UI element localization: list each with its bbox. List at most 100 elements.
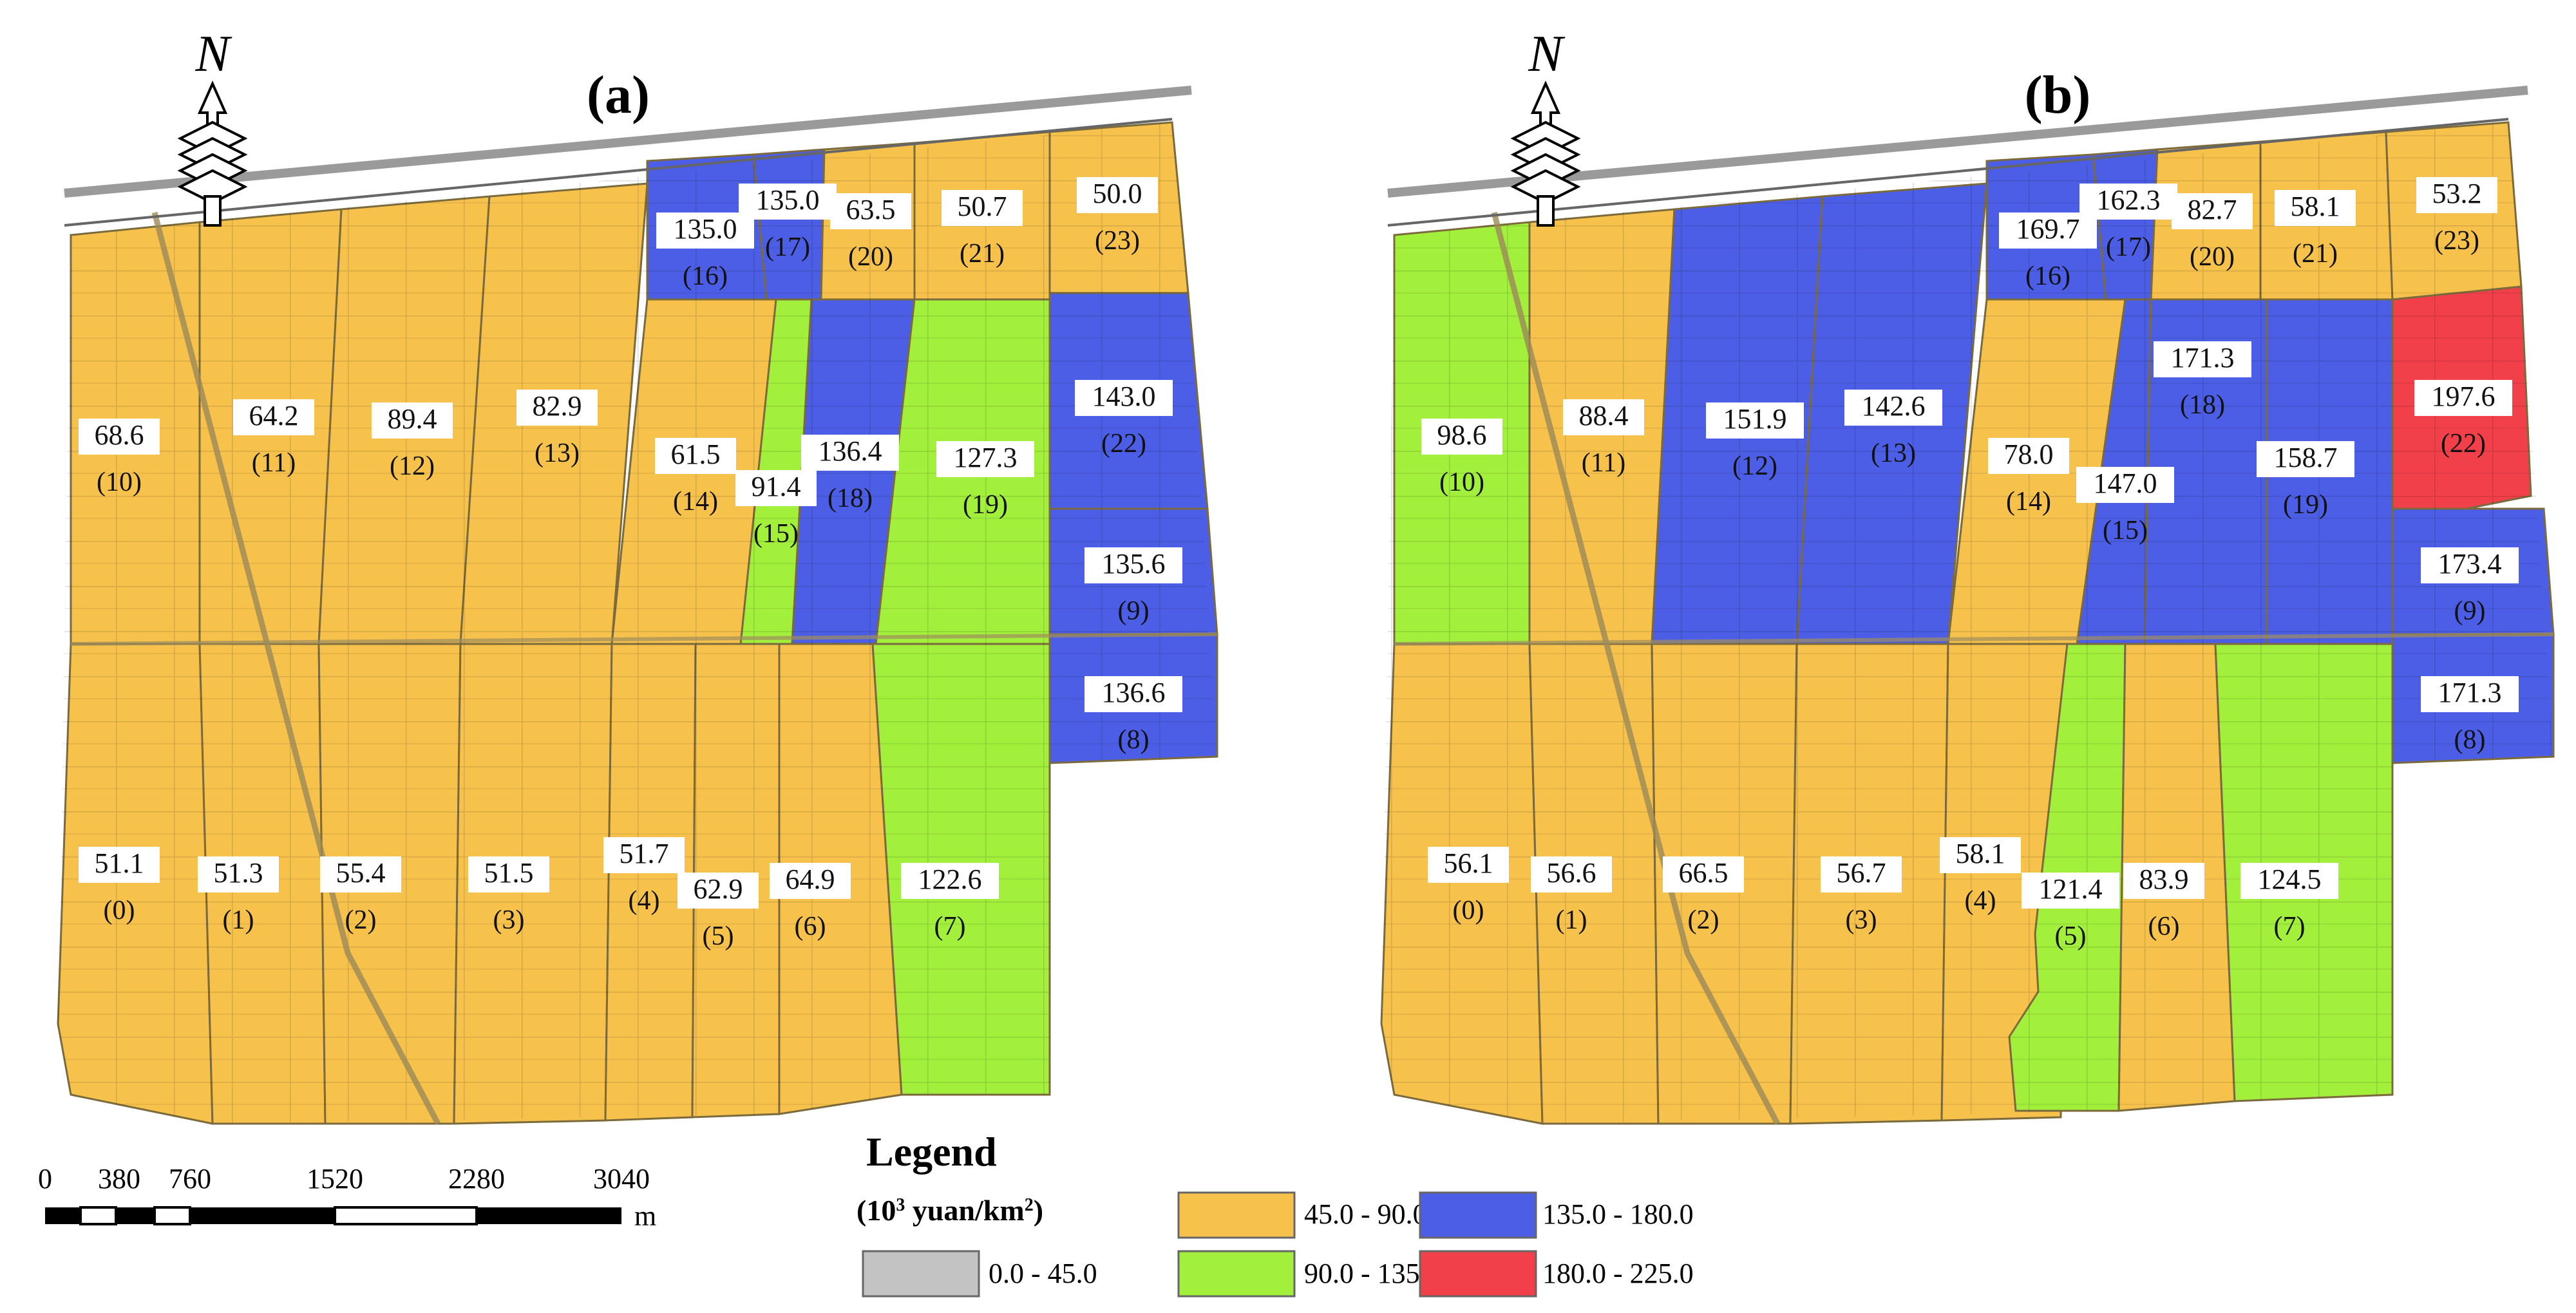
north-arrow-icon: N	[1510, 26, 1581, 227]
zone-id: (15)	[753, 519, 799, 549]
zone-id: (1)	[223, 905, 254, 935]
zone-id: (9)	[1118, 596, 1150, 626]
zone-id: (0)	[104, 896, 135, 925]
zone-value: 98.6	[1437, 419, 1487, 451]
zone-id: (20)	[2190, 242, 2235, 272]
zone-value-box	[1821, 856, 1902, 893]
legend-swatch-4	[1419, 1250, 1537, 1298]
diagonal-road-b	[1491, 211, 1780, 1126]
svg-text:N: N	[194, 26, 232, 82]
zone-id: (10)	[97, 468, 142, 497]
zone-id: (7)	[934, 912, 966, 941]
zone-value-box	[2421, 547, 2519, 583]
zone-id: (14)	[673, 487, 718, 516]
zone-id: (1)	[1556, 905, 1587, 935]
zone-value: 56.1	[1444, 847, 1493, 879]
zone-value: 91.4	[752, 471, 801, 502]
zone-id: (2)	[1688, 905, 1719, 935]
zone-value: 50.0	[1093, 178, 1142, 209]
zone-value: 51.7	[620, 838, 669, 869]
legend-swatch-3	[1419, 1191, 1537, 1239]
zone-value-box	[2079, 184, 2177, 220]
zone-value-box	[801, 435, 899, 471]
legend-unit: (103 yuan/km2)	[857, 1194, 1043, 1227]
zone-id: (10)	[1439, 468, 1484, 497]
zone-id: (21)	[960, 239, 1005, 269]
middle-road-b	[1394, 632, 2554, 646]
zone-id: (2)	[345, 905, 377, 935]
zone-id: (16)	[2025, 261, 2070, 291]
zone-id: (12)	[1732, 451, 1777, 481]
map-panel-a: (a) N 51.1 (0) 51.3 (1) 55.4 (2) 51.5 (3) 51.7 (4…	[57, 26, 1218, 1126]
zone-value-box	[2076, 467, 2174, 503]
zone-value-box	[1563, 399, 1644, 435]
panel-title-a: (a)	[587, 65, 650, 125]
svg-text:N: N	[1528, 26, 1566, 82]
zone-id: (22)	[2441, 429, 2486, 458]
zone-value: 50.7	[958, 191, 1007, 222]
zone-value: 136.6	[1102, 677, 1166, 708]
zone-id: (8)	[1118, 725, 1150, 755]
zone-value: 173.4	[2438, 548, 2502, 580]
zone-value: 89.4	[388, 403, 437, 435]
zone-value: 56.6	[1547, 857, 1596, 889]
zone-value: 78.0	[2004, 439, 2054, 470]
zone-value: 169.7	[2016, 213, 2080, 245]
zone-value: 121.4	[2039, 873, 2103, 905]
zone-value-box	[372, 402, 453, 439]
zone-labels-a: 51.1 (0) 51.3 (1) 55.4 (2) 51.5 (3) 51.7 (4) 62.9 (…	[79, 177, 1182, 951]
scale-labels: 0 380 760 1520 2280 3040	[38, 1163, 650, 1195]
diagonal-road-a	[151, 211, 440, 1126]
zone-value-box	[1531, 856, 1612, 893]
zone-value: 66.5	[1679, 857, 1728, 889]
north-arrow-icon: N	[177, 26, 248, 227]
zone-value-box	[79, 847, 160, 883]
zone-value-box	[2416, 177, 2497, 213]
zone-value: 58.1	[2291, 191, 2340, 222]
zone-id: (8)	[2454, 725, 2486, 755]
zone-value: 124.5	[2258, 864, 2322, 895]
zone-value: 162.3	[2097, 184, 2161, 216]
zone-id: (13)	[535, 439, 580, 468]
zone-value: 82.9	[533, 390, 582, 422]
zone-value: 51.1	[95, 847, 144, 879]
zone-value: 63.5	[846, 194, 896, 225]
scale-label-760: 760	[169, 1163, 211, 1195]
zone-value-box	[830, 193, 911, 229]
zone-value: 88.4	[1579, 400, 1629, 431]
zone-id: (11)	[252, 448, 296, 478]
scale-label-380: 380	[98, 1163, 140, 1195]
zone-id: (9)	[2454, 596, 2486, 626]
zone-value: 83.9	[2139, 864, 2189, 895]
zone-value-box	[516, 390, 598, 426]
zone-value-box	[735, 470, 817, 506]
zone-labels-b: 56.1 (0) 56.6 (1) 66.5 (2) 56.7 (3) 58.1 (4) 121.4…	[1421, 177, 2519, 951]
zone-id: (21)	[2293, 239, 2338, 269]
zone-value-box	[677, 873, 759, 909]
zone-value: 51.3	[214, 857, 263, 889]
zone-value-box	[1663, 856, 1744, 893]
zone-value-box	[2275, 190, 2356, 226]
zone-id: (12)	[390, 451, 435, 481]
map-panel-b: (b) N 56.1 (0) 56.6 (1) 66.5 (2) 56.7 (3) 58.1 (4…	[1380, 26, 2555, 1126]
zone-value: 171.3	[2171, 342, 2235, 373]
zone-id: (17)	[765, 232, 810, 262]
zone-value-box	[603, 837, 685, 873]
zone-id: (13)	[1871, 439, 1916, 468]
legend-label-3: 135.0 - 180.0	[1542, 1198, 1694, 1230]
zone-value: 55.4	[336, 857, 386, 889]
coast-road-a	[64, 86, 1192, 198]
zone-value: 64.2	[249, 400, 299, 431]
field-texture-b	[1381, 122, 2553, 1124]
panel-title-b: (b)	[2025, 65, 2091, 125]
zone-id: (14)	[2006, 487, 2051, 516]
zone-id: (7)	[2274, 912, 2306, 941]
zone-value: 68.6	[95, 419, 144, 451]
zone-value-box	[936, 441, 1034, 477]
zone-value-box	[901, 863, 999, 899]
zone-value-box	[1706, 402, 1804, 439]
zone-value-box	[770, 863, 851, 899]
coast-road-b	[1387, 86, 2528, 198]
zone-id: (6)	[2148, 912, 2180, 941]
